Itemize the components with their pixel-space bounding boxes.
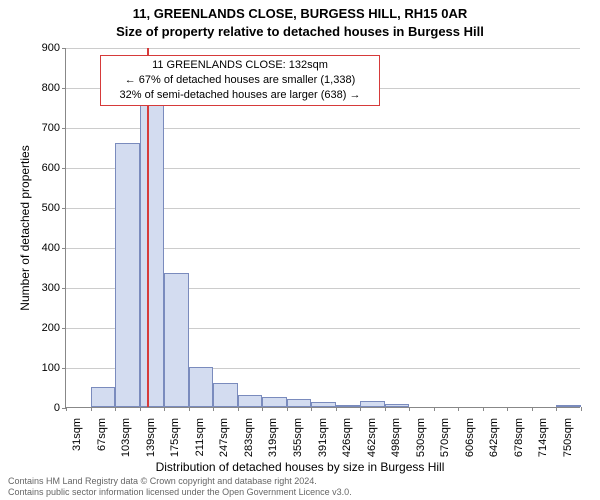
ytick-mark bbox=[62, 88, 66, 89]
xtick-mark bbox=[311, 407, 312, 411]
footer-line: Contains HM Land Registry data © Crown c… bbox=[8, 476, 352, 487]
ytick-mark bbox=[62, 328, 66, 329]
ytick-label: 400 bbox=[20, 242, 60, 254]
xtick-mark bbox=[164, 407, 165, 411]
xtick-label: 391sqm bbox=[317, 418, 329, 468]
bar bbox=[164, 273, 189, 407]
xtick-label: 642sqm bbox=[488, 418, 500, 468]
footer-line: Contains public sector information licen… bbox=[8, 487, 352, 498]
ytick-mark bbox=[62, 208, 66, 209]
xtick-mark bbox=[213, 407, 214, 411]
xtick-label: 426sqm bbox=[341, 418, 353, 468]
bar bbox=[385, 404, 410, 407]
ytick-label: 600 bbox=[20, 162, 60, 174]
xtick-mark bbox=[507, 407, 508, 411]
xtick-label: 139sqm bbox=[145, 418, 157, 468]
xtick-mark bbox=[262, 407, 263, 411]
bar bbox=[556, 405, 581, 407]
ytick-label: 100 bbox=[20, 362, 60, 374]
xtick-mark bbox=[115, 407, 116, 411]
xtick-mark bbox=[336, 407, 337, 411]
xtick-label: 498sqm bbox=[390, 418, 402, 468]
xtick-label: 31sqm bbox=[71, 418, 83, 468]
xtick-label: 355sqm bbox=[292, 418, 304, 468]
ytick-label: 900 bbox=[20, 42, 60, 54]
xtick-mark bbox=[385, 407, 386, 411]
xtick-mark bbox=[140, 407, 141, 411]
ytick-mark bbox=[62, 128, 66, 129]
annotation-line: 11 GREENLANDS CLOSE: 132sqm bbox=[107, 58, 373, 73]
xtick-mark bbox=[532, 407, 533, 411]
xtick-label: 750sqm bbox=[562, 418, 574, 468]
bar bbox=[360, 401, 385, 407]
xtick-mark bbox=[287, 407, 288, 411]
bar bbox=[140, 81, 165, 407]
xtick-label: 283sqm bbox=[243, 418, 255, 468]
xtick-label: 247sqm bbox=[218, 418, 230, 468]
xtick-label: 570sqm bbox=[439, 418, 451, 468]
xtick-label: 175sqm bbox=[169, 418, 181, 468]
xtick-label: 678sqm bbox=[513, 418, 525, 468]
xtick-mark bbox=[556, 407, 557, 411]
bar bbox=[213, 383, 238, 407]
xtick-mark bbox=[66, 407, 67, 411]
bar bbox=[311, 402, 336, 407]
ytick-label: 0 bbox=[20, 402, 60, 414]
xtick-mark bbox=[581, 407, 582, 411]
grid-line bbox=[66, 48, 580, 49]
xtick-mark bbox=[91, 407, 92, 411]
xtick-mark bbox=[409, 407, 410, 411]
chart-title-address: 11, GREENLANDS CLOSE, BURGESS HILL, RH15… bbox=[0, 6, 600, 21]
ytick-label: 200 bbox=[20, 322, 60, 334]
ytick-label: 800 bbox=[20, 82, 60, 94]
xtick-label: 714sqm bbox=[537, 418, 549, 468]
bar bbox=[287, 399, 312, 407]
xtick-mark bbox=[434, 407, 435, 411]
xtick-label: 530sqm bbox=[415, 418, 427, 468]
ytick-mark bbox=[62, 368, 66, 369]
chart-title-subtitle: Size of property relative to detached ho… bbox=[0, 24, 600, 39]
bar bbox=[189, 367, 214, 407]
ytick-label: 300 bbox=[20, 282, 60, 294]
bar bbox=[262, 397, 287, 407]
xtick-mark bbox=[189, 407, 190, 411]
bar bbox=[115, 143, 140, 407]
footer-attribution: Contains HM Land Registry data © Crown c… bbox=[8, 476, 352, 498]
annotation-line: 32% of semi-detached houses are larger (… bbox=[107, 88, 373, 103]
annotation-box: 11 GREENLANDS CLOSE: 132sqm ← 67% of det… bbox=[100, 55, 380, 106]
xtick-mark bbox=[360, 407, 361, 411]
xtick-label: 211sqm bbox=[194, 418, 206, 468]
bar bbox=[336, 405, 361, 407]
bar bbox=[91, 387, 116, 407]
xtick-mark bbox=[458, 407, 459, 411]
xtick-label: 462sqm bbox=[366, 418, 378, 468]
annotation-line: ← 67% of detached houses are smaller (1,… bbox=[107, 73, 373, 88]
xtick-mark bbox=[483, 407, 484, 411]
ytick-mark bbox=[62, 288, 66, 289]
ytick-mark bbox=[62, 168, 66, 169]
bar bbox=[238, 395, 263, 407]
xtick-label: 67sqm bbox=[96, 418, 108, 468]
xtick-label: 103sqm bbox=[120, 418, 132, 468]
ytick-mark bbox=[62, 248, 66, 249]
ytick-mark bbox=[62, 48, 66, 49]
xtick-mark bbox=[238, 407, 239, 411]
xtick-label: 319sqm bbox=[267, 418, 279, 468]
ytick-label: 700 bbox=[20, 122, 60, 134]
ytick-label: 500 bbox=[20, 202, 60, 214]
xtick-label: 606sqm bbox=[464, 418, 476, 468]
